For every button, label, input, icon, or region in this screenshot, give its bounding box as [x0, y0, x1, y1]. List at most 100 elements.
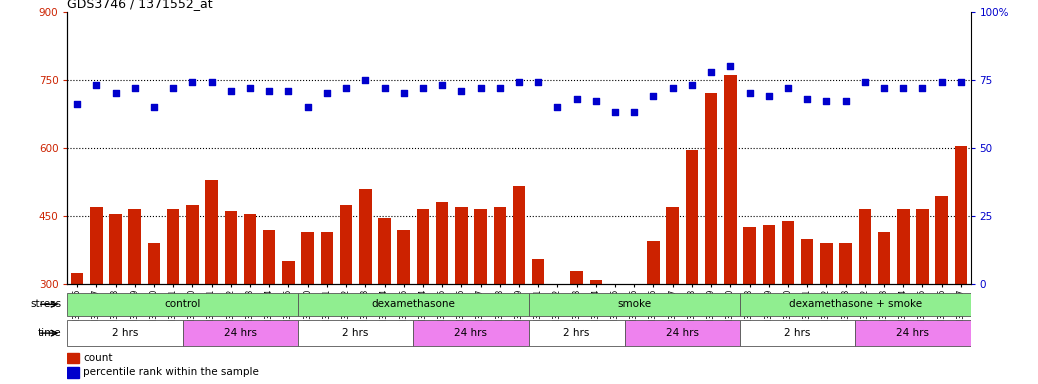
Bar — [109, 214, 121, 384]
Bar — [590, 280, 602, 384]
Point — [491, 85, 508, 91]
Bar — [628, 300, 640, 384]
Point — [242, 85, 258, 91]
Text: percentile rank within the sample: percentile rank within the sample — [83, 367, 260, 377]
Bar — [878, 232, 891, 384]
Bar — [648, 241, 660, 384]
Point — [722, 63, 739, 69]
Bar — [67, 367, 79, 378]
Point — [222, 88, 239, 94]
Point — [933, 79, 950, 86]
Text: time: time — [37, 328, 61, 338]
Point — [780, 85, 796, 91]
Point — [127, 85, 143, 91]
Bar — [551, 323, 564, 384]
Bar — [71, 273, 83, 384]
Point — [549, 104, 566, 110]
Bar — [90, 207, 103, 384]
Point — [741, 90, 758, 96]
Point — [684, 82, 701, 88]
Point — [145, 104, 162, 110]
Text: 24 hrs: 24 hrs — [897, 328, 929, 338]
Bar — [67, 353, 79, 363]
Bar — [705, 93, 717, 384]
Text: control: control — [165, 299, 201, 310]
Bar — [321, 232, 333, 384]
Text: dexamethasone: dexamethasone — [372, 299, 456, 310]
Text: 2 hrs: 2 hrs — [343, 328, 368, 338]
Bar — [609, 300, 622, 384]
Point — [856, 79, 873, 86]
Point — [69, 101, 85, 107]
Bar — [339, 205, 352, 384]
Bar — [513, 187, 525, 384]
Text: 2 hrs: 2 hrs — [564, 328, 590, 338]
Point — [838, 98, 854, 104]
Point — [588, 98, 604, 104]
Bar — [820, 243, 832, 384]
Point — [626, 109, 643, 116]
Point — [761, 93, 777, 99]
Text: 24 hrs: 24 hrs — [224, 328, 256, 338]
Bar — [378, 218, 390, 384]
Point — [876, 85, 893, 91]
Point — [107, 90, 124, 96]
Bar — [955, 146, 967, 384]
Bar — [528, 320, 625, 346]
Text: 24 hrs: 24 hrs — [455, 328, 488, 338]
Point — [299, 104, 316, 110]
Bar — [67, 293, 298, 316]
Text: 24 hrs: 24 hrs — [665, 328, 699, 338]
Text: count: count — [83, 353, 113, 363]
Bar — [298, 293, 528, 316]
Bar — [531, 259, 545, 384]
Bar — [129, 209, 141, 384]
Bar — [528, 293, 740, 316]
Point — [703, 68, 719, 74]
Bar — [743, 227, 756, 384]
Bar — [840, 243, 852, 384]
Point — [165, 85, 182, 91]
Bar — [301, 232, 313, 384]
Bar — [244, 214, 256, 384]
Bar — [282, 262, 295, 384]
Bar — [398, 230, 410, 384]
Bar — [855, 320, 971, 346]
Bar — [897, 209, 909, 384]
Point — [818, 98, 835, 104]
Point — [434, 82, 450, 88]
Point — [914, 85, 931, 91]
Bar — [571, 270, 583, 384]
Bar — [67, 320, 183, 346]
Bar — [183, 320, 298, 346]
Point — [184, 79, 200, 86]
Point — [203, 79, 220, 86]
Bar — [763, 225, 775, 384]
Bar — [167, 209, 180, 384]
Bar — [474, 209, 487, 384]
Point — [799, 96, 816, 102]
Point — [337, 85, 354, 91]
Text: stress: stress — [30, 299, 61, 310]
Bar — [186, 205, 198, 384]
Bar — [455, 207, 467, 384]
Point — [357, 77, 374, 83]
Bar — [935, 195, 948, 384]
Bar — [263, 230, 275, 384]
Text: smoke: smoke — [618, 299, 652, 310]
Point — [569, 96, 585, 102]
Bar — [917, 209, 929, 384]
Text: 2 hrs: 2 hrs — [112, 328, 138, 338]
Bar — [858, 209, 871, 384]
Bar — [298, 320, 413, 346]
Point — [261, 88, 277, 94]
Bar — [801, 239, 814, 384]
Bar — [224, 212, 237, 384]
Point — [895, 85, 911, 91]
Bar — [416, 209, 429, 384]
Point — [646, 93, 662, 99]
Bar — [686, 150, 699, 384]
Bar — [782, 220, 794, 384]
Text: GDS3746 / 1371552_at: GDS3746 / 1371552_at — [67, 0, 213, 10]
Text: 2 hrs: 2 hrs — [785, 328, 811, 338]
